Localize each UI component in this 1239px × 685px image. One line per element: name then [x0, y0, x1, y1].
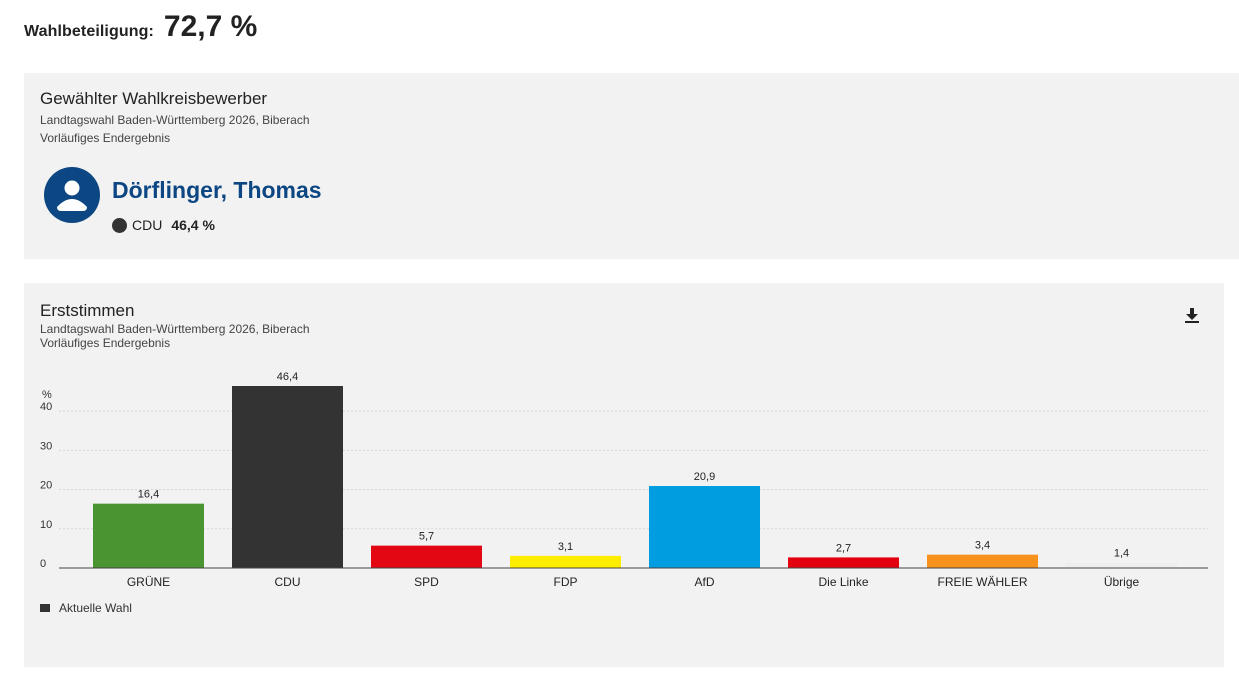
- bar-5: [788, 557, 899, 568]
- x-tick-label: Die Linke: [818, 575, 868, 589]
- turnout-label: Wahlbeteiligung:: [24, 23, 154, 40]
- person-avatar-icon: [44, 167, 100, 223]
- winner-card-subtitle: Landtagswahl Baden-Württemberg 2026, Bib…: [40, 113, 310, 127]
- bar-value-label: 3,1: [558, 541, 573, 553]
- bar-value-label: 3,4: [975, 540, 990, 552]
- y-tick-label: 20: [40, 480, 52, 492]
- y-tick-label: 40: [40, 401, 52, 413]
- bar-2: [371, 545, 482, 568]
- bar-0: [93, 503, 204, 568]
- x-tick-label: FREIE WÄHLER: [937, 575, 1027, 589]
- candidate-party: CDU 46,4 %: [112, 217, 215, 233]
- chart-card-subtitle: Landtagswahl Baden-Württemberg 2026, Bib…: [40, 322, 310, 336]
- bar-value-label: 46,4: [277, 371, 298, 383]
- download-icon[interactable]: [1182, 305, 1202, 325]
- bar-1: [232, 386, 343, 568]
- y-tick-label: 10: [40, 519, 52, 531]
- bar-value-label: 1,4: [1114, 548, 1129, 560]
- x-tick-label: SPD: [414, 575, 439, 589]
- legend-swatch: [40, 604, 50, 612]
- chart-legend: Aktuelle Wahl: [40, 601, 132, 615]
- x-tick-label: Übrige: [1104, 575, 1140, 589]
- bar-value-label: 16,4: [138, 489, 159, 501]
- candidate-name: Dörflinger, Thomas: [112, 177, 322, 203]
- winner-card-status: Vorläufiges Endergebnis: [40, 131, 171, 145]
- chart-card: Erststimmen Landtagswahl Baden-Württembe…: [24, 283, 1224, 667]
- candidate-percent: 46,4 %: [171, 217, 215, 233]
- bar-7: [1066, 562, 1177, 568]
- bar-6: [927, 554, 1038, 568]
- x-tick-label: CDU: [275, 575, 301, 589]
- x-tick-label: GRÜNE: [127, 575, 170, 589]
- turnout-value: 72,7 %: [163, 10, 258, 43]
- y-tick-label: 30: [40, 440, 52, 452]
- bar-value-label: 2,7: [836, 542, 851, 554]
- winner-card: Gewählter Wahlkreisbewerber Landtagswahl…: [24, 73, 1239, 259]
- party-color-dot: [112, 217, 127, 233]
- bar-value-label: 5,7: [419, 531, 434, 543]
- erststimmen-bar-chart: 0 10 20 30 40% 16,4 GRÜNE 46,4 CDU 5,7 SPD 3,1 FDP 20…: [40, 371, 1208, 589]
- turnout: Wahlbeteiligung: 72,7 %: [24, 10, 257, 44]
- candidate-party-name: CDU: [132, 217, 163, 233]
- chart-card-status: Vorläufiges Endergebnis: [40, 336, 171, 350]
- winner-card-title: Gewählter Wahlkreisbewerber: [40, 89, 268, 108]
- bar-4: [649, 486, 760, 568]
- bar-value-label: 20,9: [694, 471, 715, 483]
- legend-label: Aktuelle Wahl: [59, 601, 132, 615]
- x-tick-label: AfD: [694, 575, 714, 589]
- y-tick-label: 0: [40, 558, 46, 570]
- y-axis-unit: %: [42, 389, 52, 401]
- bar-3: [510, 555, 621, 568]
- chart-card-title: Erststimmen: [40, 301, 135, 320]
- x-tick-label: FDP: [554, 575, 578, 589]
